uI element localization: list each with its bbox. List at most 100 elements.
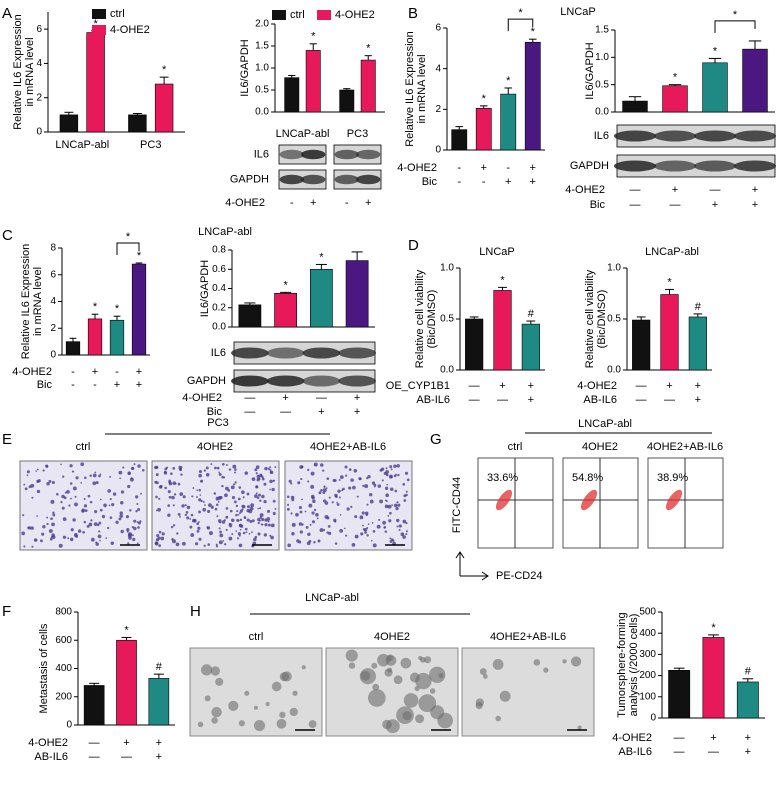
y-tick-label: 0.5: [607, 314, 621, 325]
cell: [36, 468, 39, 471]
cell: [246, 518, 250, 522]
cell: [383, 471, 387, 476]
sphere: [533, 659, 541, 666]
condition-sign: -: [93, 379, 97, 391]
cell: [269, 488, 271, 491]
cell: [234, 468, 237, 471]
cell: [196, 522, 200, 526]
cell: [261, 523, 264, 526]
y-tick-label: 200: [55, 691, 72, 702]
cell: [297, 481, 301, 485]
cell: [261, 494, 265, 499]
cell: [228, 536, 233, 541]
cell: [175, 542, 180, 547]
cell: [70, 497, 72, 500]
cell: [385, 493, 390, 498]
condition-sign: +: [666, 380, 672, 392]
condition-sign: +: [123, 737, 129, 749]
cell: [130, 466, 135, 471]
cell: [171, 495, 175, 500]
cell: [356, 495, 359, 498]
cell: [236, 518, 240, 522]
cell: [225, 486, 229, 491]
cell: [197, 526, 201, 530]
cell: [300, 478, 303, 481]
cell: [127, 484, 131, 489]
cell: [92, 473, 97, 478]
bar: [493, 290, 512, 371]
cell: [222, 540, 225, 542]
panel-label: D: [408, 237, 419, 254]
sphere: [211, 706, 222, 718]
cell: [184, 513, 188, 517]
cell: [161, 532, 165, 536]
cell: [172, 524, 176, 527]
cell: [109, 498, 112, 501]
y-tick-label: 8: [50, 243, 56, 254]
y-tick-label: 0: [50, 350, 56, 361]
cell: [386, 483, 388, 486]
y-tick-label: 0: [650, 713, 656, 724]
cell: [239, 509, 243, 513]
cell: [87, 494, 91, 498]
condition-sign: +: [695, 394, 701, 406]
cell: [228, 468, 232, 471]
cell: [168, 495, 172, 499]
cell: [311, 511, 315, 515]
cell: [180, 473, 183, 476]
cell: [286, 495, 290, 499]
cell: [158, 544, 162, 547]
cell: [322, 469, 325, 472]
cell: [137, 507, 141, 511]
cell: [290, 495, 295, 500]
sphere: [384, 668, 393, 677]
condition-sign: +: [672, 184, 678, 196]
condition-label: 4-OHE2: [28, 737, 68, 749]
cell: [50, 517, 53, 521]
cell: [359, 515, 364, 520]
cell: [393, 464, 397, 468]
cell: [115, 520, 119, 524]
cell: [52, 513, 56, 517]
cell: [225, 507, 229, 510]
bar: [339, 89, 355, 113]
cell: [405, 522, 408, 525]
condition-label: 4-OHE2: [397, 162, 437, 174]
cell: [48, 479, 52, 483]
cell: [367, 474, 371, 479]
cell: [376, 524, 381, 529]
cell: [84, 476, 87, 480]
cell: [327, 524, 331, 528]
cell: [270, 535, 274, 540]
cell: [172, 467, 176, 470]
y-tick-label: 0.0: [440, 365, 454, 376]
cell: [185, 511, 189, 514]
cell: [36, 479, 40, 483]
cell: [299, 510, 303, 514]
cell: [326, 477, 330, 481]
cell: [344, 527, 346, 530]
significance-mark: *: [124, 624, 129, 636]
significance-mark: *: [162, 64, 167, 76]
sphere: [400, 657, 412, 669]
cell: [291, 522, 296, 527]
y-tick-label: 0.8: [212, 245, 226, 256]
sphere: [372, 683, 380, 691]
cell: [89, 474, 92, 477]
cell: [31, 545, 34, 548]
cell: [241, 490, 245, 495]
cell: [203, 469, 207, 472]
bar: [65, 341, 81, 356]
blot-band: [693, 160, 737, 172]
sphere: [424, 656, 432, 664]
y-tick-label: 2: [435, 104, 441, 115]
cell: [179, 492, 184, 496]
sphere: [577, 725, 582, 730]
cell: [238, 543, 243, 548]
legend-label: ctrl: [290, 9, 305, 21]
y-axis-label: Relative IL6 Expression: [12, 14, 24, 130]
cell: [189, 518, 192, 520]
cell: [140, 492, 142, 495]
image-label: 4OHE2+AB-IL6: [490, 631, 566, 643]
cell: [256, 474, 261, 479]
